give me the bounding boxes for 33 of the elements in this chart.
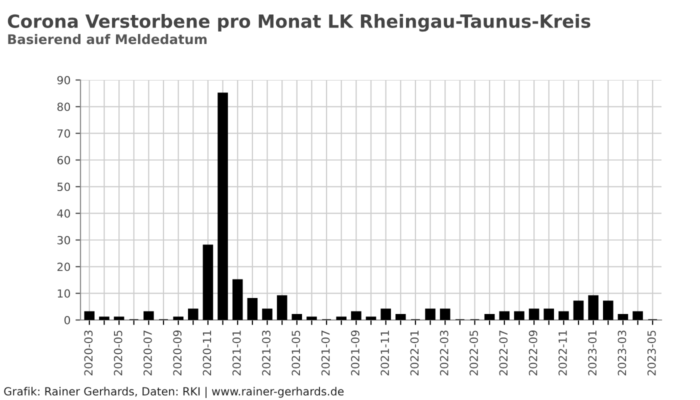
y-tick-label: 90 — [57, 76, 70, 84]
y-tick-label: 50 — [57, 182, 70, 192]
chart-subtitle: Basierend auf Meldedatum — [8, 34, 207, 44]
x-tick-label: 2020-03 — [84, 330, 93, 376]
x-tick-label: 2021-05 — [292, 330, 300, 376]
x-tick-label: 2022-09 — [528, 330, 538, 376]
x-tick-label: 2022-07 — [499, 330, 508, 376]
x-tick-label: 2022-03 — [440, 330, 448, 376]
y-tick-label: 70 — [58, 129, 70, 138]
x-tick-label: 2021-01 — [232, 330, 241, 376]
x-tick-label: 2020-11 — [202, 330, 212, 376]
x-tick-label: 2023-01 — [588, 330, 597, 376]
y-tick-label: 10 — [58, 289, 70, 298]
text: Grafik: Rainer Gerhards, Daten: RKI | www.rainer-gerhards.de — [4, 386, 344, 398]
x-tick-label: 2022-05 — [470, 330, 478, 376]
x-tick-label: 2021-09 — [351, 330, 360, 376]
y-tick-label: 40 — [57, 209, 70, 218]
y-tick-label: 60 — [57, 156, 70, 164]
y-tick-label: 0 — [64, 316, 70, 324]
y-tick-label: 20 — [57, 262, 70, 272]
x-tick-label: 2022-11 — [558, 330, 567, 376]
chart-title: Corona Verstorbene pro Monat LK Rheingau-Taunus-Kreis — [8, 14, 590, 32]
x-tick-label: 2021-11 — [380, 330, 390, 376]
x-tick-label: 2022-01 — [410, 330, 419, 376]
y-tick-label: 30 — [57, 236, 70, 244]
y-tick-label: 80 — [57, 102, 70, 112]
x-tick-label: 2021-03 — [262, 330, 270, 376]
x-tick-label: 2021-07 — [321, 330, 330, 376]
x-tick-label: 2023-05 — [647, 330, 656, 376]
x-tick-label: 2020-09 — [173, 330, 182, 376]
x-tick-label: 2020-05 — [114, 330, 122, 376]
x-tick-label: 2020-07 — [144, 330, 152, 376]
x-tick-label: 2023-03 — [618, 330, 626, 376]
